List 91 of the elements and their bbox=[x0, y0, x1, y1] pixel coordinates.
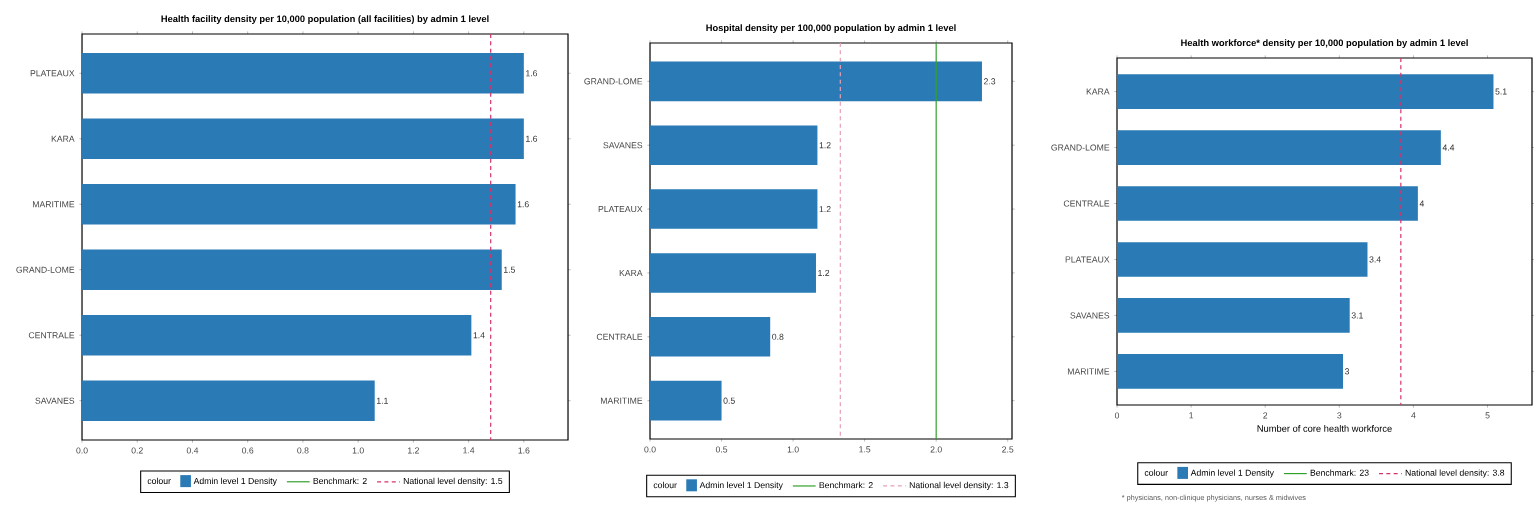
x-tick-label: 1.5 bbox=[859, 446, 871, 453]
chart-title: Health workforce* density per 10,000 population by admin 1 level bbox=[1181, 39, 1468, 48]
data-label: 4 bbox=[1419, 200, 1425, 207]
x-tick-label: 1.2 bbox=[408, 447, 419, 454]
x-tick-label: 2.5 bbox=[1002, 446, 1014, 453]
legend-title: colour bbox=[1144, 469, 1168, 476]
bar bbox=[1117, 242, 1368, 277]
legend-label: National level density: 1.5 bbox=[403, 477, 503, 486]
x-tick-label: 5 bbox=[1485, 412, 1490, 419]
x-tick-label: 1 bbox=[1189, 412, 1194, 419]
bar bbox=[1117, 74, 1494, 109]
y-tick-label: MARITIME bbox=[1067, 368, 1110, 375]
chart-title: Health facility density per 10,000 population (all facilities) by admin 1 level bbox=[161, 15, 489, 24]
bar bbox=[650, 380, 722, 421]
x-tick-label: 4 bbox=[1411, 412, 1416, 419]
bar bbox=[82, 380, 375, 421]
bar bbox=[1117, 298, 1350, 333]
legend-title: colour bbox=[147, 477, 171, 484]
legend-label: Admin level 1 Density bbox=[1190, 469, 1274, 478]
data-label: 1.6 bbox=[526, 135, 538, 142]
bar bbox=[650, 61, 982, 102]
y-tick-label: CENTRALE bbox=[596, 333, 643, 340]
x-axis-title: Number of core health workforce bbox=[1257, 425, 1392, 432]
x-tick-label: 2 bbox=[1263, 412, 1268, 419]
y-tick-label: GRAND-LOME bbox=[1051, 144, 1110, 151]
data-label: 0.8 bbox=[772, 333, 784, 340]
bar bbox=[1117, 354, 1344, 389]
data-label: 3.1 bbox=[1351, 312, 1363, 319]
x-tick-label: 1.0 bbox=[787, 446, 799, 453]
y-tick-label: SAVANES bbox=[35, 397, 75, 404]
y-tick-label: PLATEAUX bbox=[598, 206, 643, 213]
x-tick-label: 0.0 bbox=[644, 446, 656, 453]
y-tick-label: SAVANES bbox=[603, 142, 643, 149]
x-tick-label: 0.5 bbox=[715, 446, 728, 453]
y-tick-label: MARITIME bbox=[600, 397, 643, 404]
x-tick-label: 0.6 bbox=[242, 447, 254, 454]
x-tick-label: 3 bbox=[1337, 412, 1342, 419]
data-label: 1.2 bbox=[818, 269, 830, 276]
bar bbox=[650, 125, 818, 165]
x-tick-label: 0.8 bbox=[297, 447, 309, 454]
x-tick-label: 0.0 bbox=[76, 447, 88, 454]
legend-label: National level density: 1.3 bbox=[909, 481, 1009, 490]
legend-label: Admin level 1 Density bbox=[699, 481, 783, 490]
bar bbox=[82, 249, 502, 291]
bar bbox=[82, 118, 524, 160]
y-tick-label: PLATEAUX bbox=[30, 70, 75, 77]
data-label: 0.5 bbox=[723, 397, 735, 404]
bar bbox=[1117, 186, 1418, 221]
bar bbox=[1117, 130, 1441, 165]
data-label: 5.1 bbox=[1495, 88, 1507, 95]
legend-label: Admin level 1 Density bbox=[193, 477, 277, 486]
x-tick-label: 1.4 bbox=[463, 447, 475, 454]
y-tick-label: CENTRALE bbox=[1063, 200, 1110, 207]
chart-title: Hospital density per 100,000 population by admin 1 level bbox=[706, 24, 956, 33]
y-tick-label: SAVANES bbox=[1070, 312, 1110, 319]
x-tick-label: 1.6 bbox=[518, 447, 530, 454]
data-label: 1.1 bbox=[376, 397, 388, 404]
bar bbox=[650, 253, 816, 293]
bar bbox=[82, 183, 516, 225]
x-tick-label: 2.0 bbox=[930, 446, 942, 453]
legend-label: Benchmark: 2 bbox=[819, 481, 873, 489]
y-tick-label: KARA bbox=[51, 135, 75, 142]
data-label: 3.4 bbox=[1369, 256, 1381, 263]
y-tick-label: GRAND-LOME bbox=[584, 78, 643, 85]
y-tick-label: CENTRALE bbox=[28, 332, 75, 339]
text: Benchmark: 2 bbox=[313, 477, 367, 484]
y-tick-label: GRAND-LOME bbox=[16, 266, 75, 273]
data-label: 1.2 bbox=[819, 142, 831, 149]
data-label: 1.5 bbox=[504, 266, 516, 273]
x-tick-label: 1.0 bbox=[352, 447, 364, 454]
data-label: 2.3 bbox=[984, 78, 996, 85]
text: Benchmark: 23 bbox=[1310, 469, 1369, 476]
x-tick-label: 0.2 bbox=[131, 447, 143, 454]
x-tick-label: 0.4 bbox=[186, 447, 199, 454]
bar bbox=[650, 189, 818, 229]
y-tick-label: PLATEAUX bbox=[1065, 256, 1110, 263]
data-label: 3 bbox=[1344, 368, 1350, 375]
data-label: 1.6 bbox=[526, 70, 538, 77]
y-tick-label: MARITIME bbox=[32, 201, 75, 208]
data-label: 1.4 bbox=[473, 332, 485, 339]
y-tick-label: KARA bbox=[1086, 88, 1110, 95]
legend-label: National level density: 3.8 bbox=[1405, 469, 1505, 478]
data-label: 1.2 bbox=[819, 206, 831, 213]
bar bbox=[82, 52, 524, 94]
data-label: 4.4 bbox=[1442, 144, 1455, 151]
x-tick-label: 0 bbox=[1114, 412, 1120, 419]
y-tick-label: KARA bbox=[619, 269, 643, 276]
legend-title: colour bbox=[653, 481, 677, 489]
bar bbox=[650, 317, 771, 357]
bar bbox=[82, 314, 472, 356]
data-label: 1.6 bbox=[517, 201, 529, 208]
